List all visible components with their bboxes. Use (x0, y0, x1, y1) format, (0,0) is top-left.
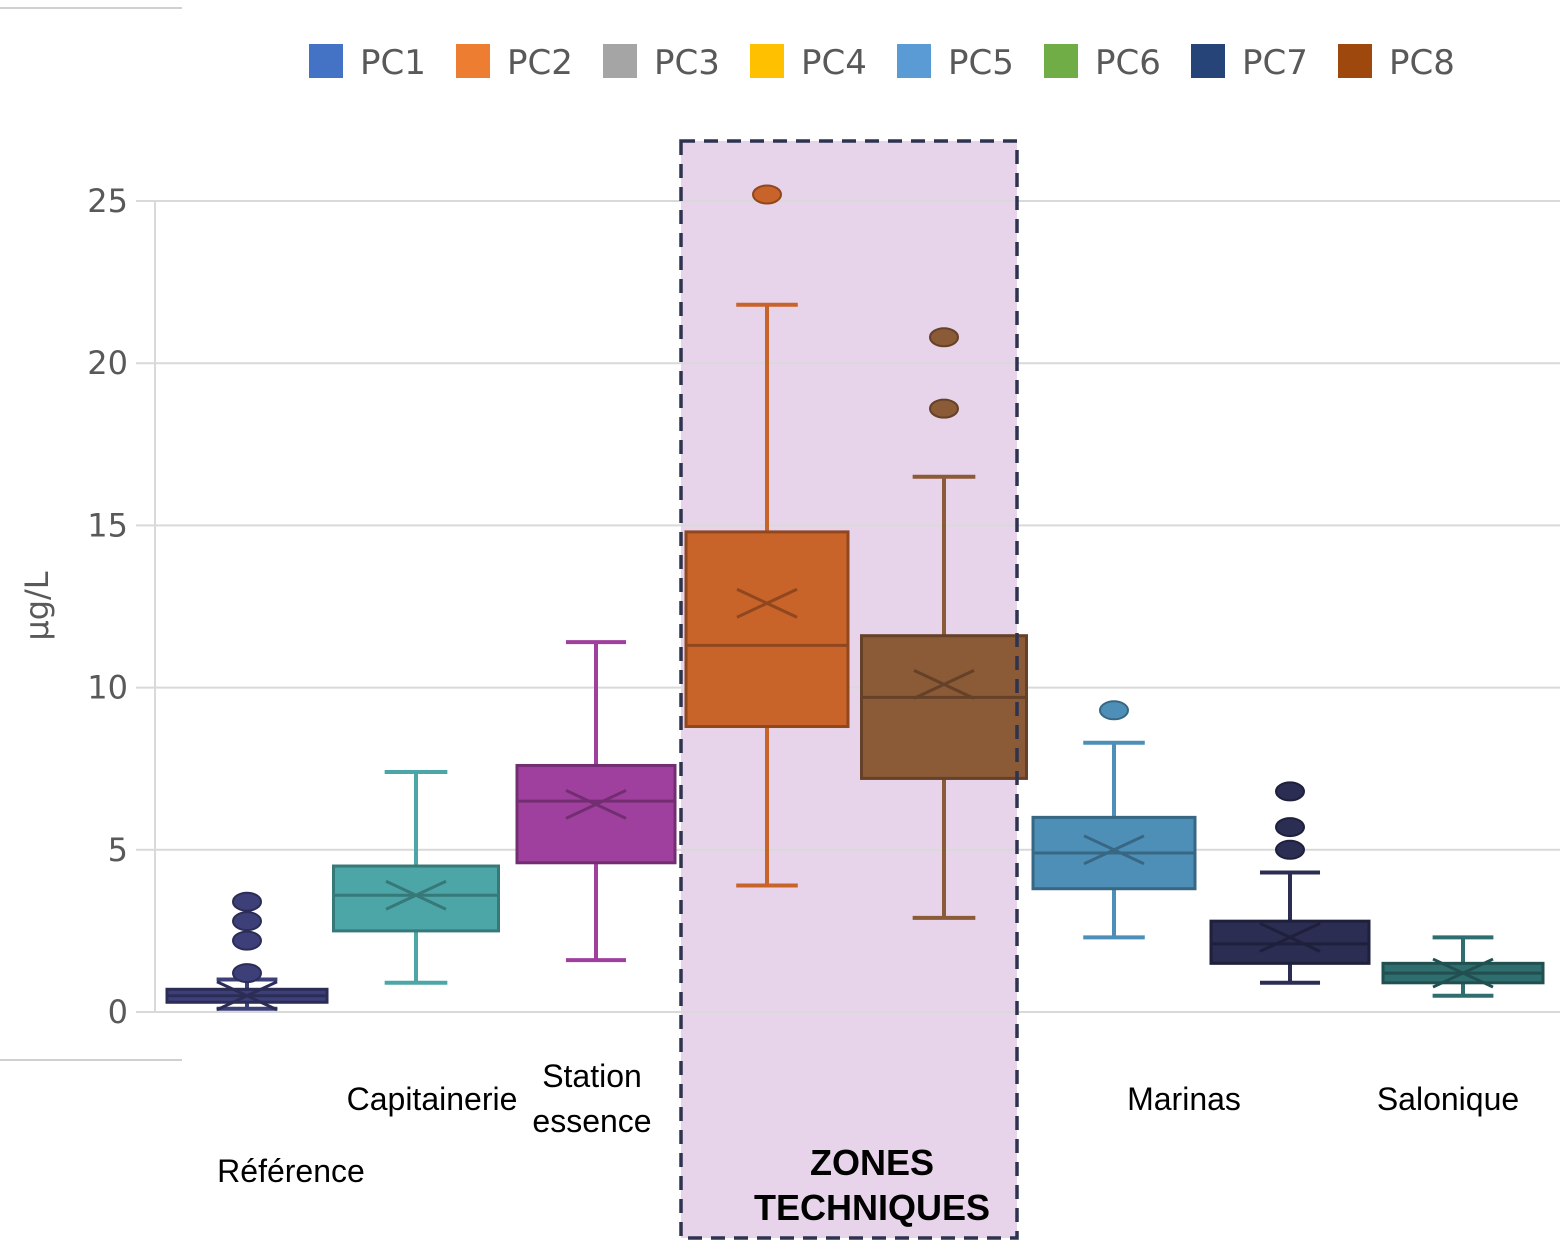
legend-swatch (1338, 44, 1372, 78)
mean-marker (736, 587, 798, 619)
legend-label: PC8 (1389, 43, 1455, 83)
legend-swatch (1044, 44, 1078, 78)
mean-marker (913, 668, 975, 700)
legend: PC1 PC2 PC3 PC4 PC5 PC6 PC7 PC8 (309, 43, 1455, 83)
box-iqr (515, 763, 677, 865)
outlier-point (1099, 700, 1129, 721)
outlier-point (232, 891, 262, 912)
category-label: Capitainerie (347, 1081, 518, 1117)
mean-marker (1259, 922, 1321, 953)
legend-label: PC7 (1242, 43, 1308, 83)
box-group (684, 184, 850, 888)
legend-swatch (456, 44, 490, 78)
mean-marker (1432, 957, 1494, 989)
box-group (165, 891, 329, 1012)
outlier-point (1275, 781, 1305, 802)
box-iqr (684, 530, 850, 729)
category-label: essence (532, 1103, 651, 1139)
mean-marker (385, 879, 447, 911)
outlier-point (232, 911, 262, 932)
y-tick-label: 20 (87, 344, 128, 382)
y-tick-label: 15 (87, 506, 128, 544)
legend-swatch (897, 44, 931, 78)
box-group (1031, 700, 1197, 940)
legend-label: PC5 (948, 43, 1014, 83)
legend-label: PC6 (1095, 43, 1161, 83)
outlier-point (752, 184, 782, 205)
mean-marker (565, 789, 627, 820)
outlier-point (232, 930, 262, 951)
legend-label: PC3 (654, 43, 720, 83)
mean-marker (1083, 834, 1145, 866)
outlier-point (929, 398, 959, 419)
box-iqr (1209, 919, 1371, 965)
y-tick-label: 25 (87, 182, 128, 220)
legend-swatch (750, 44, 784, 78)
box-group (1209, 781, 1371, 985)
outlier-point (232, 963, 262, 984)
y-tick-label: 10 (87, 669, 128, 707)
category-label: Station (542, 1058, 642, 1094)
grid-layer: 0 5 10 15 20 25 (87, 182, 1560, 1031)
box-group (860, 327, 1028, 920)
mean-marker (216, 980, 278, 1012)
category-label: Marinas (1127, 1081, 1241, 1117)
zone-border-layer (679, 139, 1019, 1240)
box-layer (165, 184, 1545, 1012)
zone-title: ZONES (810, 1142, 934, 1183)
category-label: Salonique (1377, 1081, 1519, 1117)
legend-label: PC4 (801, 43, 867, 83)
legend-swatch (1191, 44, 1225, 78)
box-group (1381, 935, 1545, 998)
box-iqr (332, 864, 500, 933)
outlier-point (1275, 839, 1305, 860)
zone-title: TECHNIQUES (754, 1187, 990, 1228)
category-labels: Référence Capitainerie Station essence Marin… (217, 1058, 1519, 1228)
y-axis-label: µg/L (18, 571, 56, 640)
box-iqr (860, 634, 1028, 780)
legend-label: PC1 (360, 43, 426, 83)
legend-swatch (309, 44, 343, 78)
legend-swatch (603, 44, 637, 78)
zone-border (679, 139, 1019, 1240)
y-tick-label: 5 (108, 831, 128, 869)
outlier-point (1275, 817, 1305, 838)
box-group (332, 769, 500, 985)
box-group (515, 640, 677, 963)
legend-label: PC2 (507, 43, 573, 83)
outlier-point (929, 327, 959, 348)
y-tick-label: 0 (108, 993, 128, 1031)
category-label: Référence (217, 1153, 365, 1189)
